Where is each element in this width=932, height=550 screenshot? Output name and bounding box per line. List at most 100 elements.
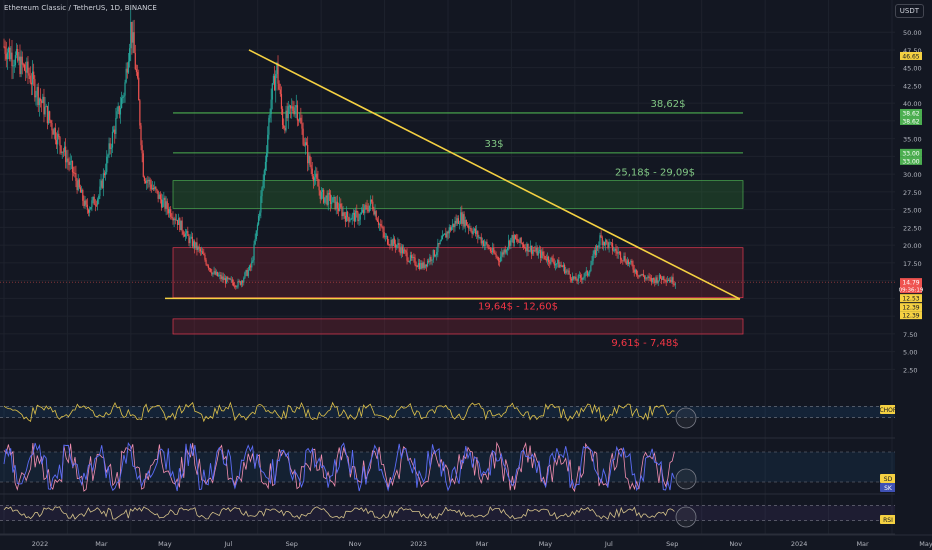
candle-body [135, 69, 138, 73]
candle-body [321, 189, 324, 192]
candle-body [421, 263, 423, 269]
candle-body [73, 172, 75, 174]
candle-body [579, 275, 582, 278]
candle-body [87, 209, 90, 213]
candle-body [363, 209, 365, 214]
candle-body [373, 209, 375, 215]
candle-body [192, 241, 195, 247]
candle-body [489, 248, 491, 252]
candle-body [222, 276, 224, 280]
price-label-box [900, 148, 922, 157]
candle-body [230, 279, 232, 281]
candle-body [555, 263, 558, 265]
trendline [164, 297, 741, 300]
candle-body [234, 285, 236, 287]
candle-body [562, 265, 565, 267]
candle-body [243, 278, 245, 283]
candle-body [127, 61, 130, 73]
candle-body [251, 261, 253, 268]
candle-body [361, 209, 364, 213]
candle-body [100, 180, 102, 187]
candle-body [535, 247, 537, 252]
price-axis[interactable]: 2.505.007.5010.0012.5015.0017.5020.0022.… [895, 0, 932, 550]
candle-body [558, 260, 560, 268]
candle-body [630, 260, 632, 263]
candle-body [517, 238, 519, 242]
candle-body [136, 72, 139, 78]
candle-body [182, 231, 184, 235]
candle-body [500, 256, 502, 262]
time-tick: Nov [349, 540, 362, 548]
price-tick: 7.50 [903, 331, 917, 339]
candle-body [227, 277, 229, 279]
candle-body [61, 151, 63, 154]
candle-body [508, 240, 510, 248]
candle-body [377, 221, 380, 225]
candle-body [23, 64, 26, 71]
candle-body [42, 96, 44, 103]
candle-body [404, 249, 406, 251]
candle-body [63, 146, 66, 152]
candle-body [189, 237, 191, 244]
price-tick: 47.50 [903, 47, 922, 55]
candle-body [420, 263, 422, 269]
candle-body [150, 184, 152, 190]
candle-body [224, 278, 227, 284]
price-label: 33.00 [902, 150, 919, 157]
candle-body [457, 218, 460, 224]
candle-body [6, 52, 9, 60]
price-tick: 50.00 [903, 29, 922, 37]
time-tick: Sep [286, 540, 298, 548]
candle-body [101, 180, 103, 188]
candle-body [498, 260, 501, 262]
candle-body [130, 21, 132, 49]
candle-body [389, 245, 391, 246]
candle-body [187, 231, 189, 237]
candle-body [21, 56, 23, 65]
candle-body [216, 271, 219, 277]
candle-body [253, 244, 255, 260]
candle-body [466, 225, 469, 227]
candle-body [587, 273, 590, 276]
time-axis[interactable]: 2022 Mar May Jul Sep Nov 2023 Mar May Jul Sep Nov 20… [0, 534, 932, 548]
candle-body [204, 254, 206, 260]
candle-body [342, 212, 344, 217]
candle-body [308, 155, 310, 164]
candle-body [107, 154, 109, 157]
candle-body [595, 245, 598, 256]
candle-body [426, 260, 429, 267]
candle-body [47, 111, 50, 124]
candle-body [85, 200, 87, 205]
candle-body [496, 256, 498, 258]
candle-body [658, 274, 660, 281]
candle-body [667, 280, 670, 281]
time-tick: May [539, 540, 553, 548]
candle-body [509, 240, 511, 246]
candle-body [131, 21, 133, 43]
candle-body [312, 176, 315, 182]
indicator-name: CHOP [879, 407, 896, 414]
candle-body [504, 249, 506, 253]
candle-body [109, 143, 111, 149]
candle-body [591, 260, 593, 266]
candle-body [343, 212, 345, 216]
candle-body [505, 250, 507, 253]
candle-body [345, 211, 348, 222]
candle-body [58, 133, 60, 137]
level-label: 38,62$ [651, 99, 686, 110]
candle-body [221, 276, 223, 279]
currency-button[interactable]: USDT [894, 4, 924, 18]
candle-body [561, 265, 563, 267]
candle-body [653, 278, 655, 280]
candle-body [232, 282, 235, 286]
candle-body [220, 274, 222, 279]
candle-body [449, 227, 452, 231]
candle-body [382, 226, 384, 233]
candle-body [95, 204, 98, 206]
candle-body [462, 214, 464, 224]
candle-body [622, 260, 624, 262]
indicator-band [0, 406, 895, 418]
candle-body [45, 106, 47, 107]
candle-body [445, 233, 447, 238]
